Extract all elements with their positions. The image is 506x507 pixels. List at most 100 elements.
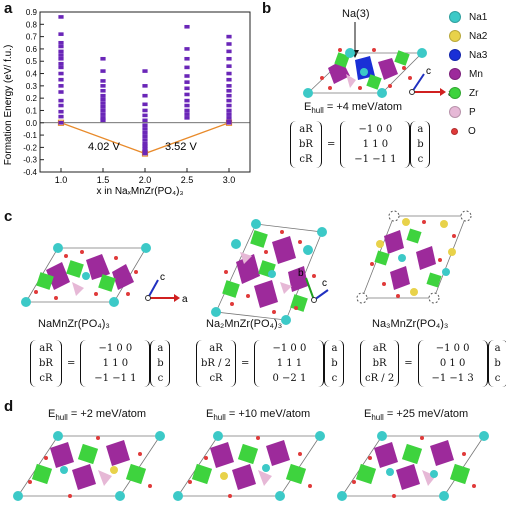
legend-label: Zr bbox=[469, 87, 479, 99]
data-point bbox=[58, 44, 64, 49]
data-point bbox=[100, 97, 106, 102]
data-point bbox=[226, 116, 232, 120]
legend-swatch bbox=[449, 87, 461, 99]
ehull-d3: Ehull = +25 meV/atom bbox=[364, 408, 469, 423]
data-point bbox=[184, 74, 190, 78]
y-tick-label: -0.3 bbox=[23, 156, 37, 165]
matrix-entry: aR bbox=[39, 342, 53, 354]
y-tick-label: -0.2 bbox=[23, 143, 37, 152]
legend-label: P bbox=[469, 106, 476, 118]
legend-item: Mn bbox=[449, 65, 483, 83]
x-tick-label: 2.0 bbox=[139, 175, 152, 185]
matrix-entry: 0 −2 1 bbox=[272, 372, 307, 384]
formula-c2: Na₂MnZr(PO₄)₃ bbox=[206, 318, 283, 330]
data-point bbox=[100, 108, 106, 113]
matrix-entry: b bbox=[494, 357, 501, 369]
data-point bbox=[226, 49, 232, 54]
voltage-label-1: 4.02 V bbox=[88, 141, 120, 153]
matrix-entry: 1 1 0 bbox=[362, 138, 389, 150]
data-point bbox=[142, 138, 148, 142]
data-point bbox=[226, 71, 232, 76]
y-tick-label: 0.1 bbox=[26, 106, 38, 115]
matrix-entry: bR bbox=[372, 357, 387, 369]
data-point bbox=[142, 69, 148, 73]
matrix-entry: b bbox=[417, 138, 424, 150]
panel-label-a: a bbox=[4, 0, 13, 17]
data-point bbox=[226, 120, 232, 125]
legend-label: Na1 bbox=[469, 11, 488, 23]
data-point bbox=[142, 151, 148, 156]
data-point bbox=[142, 108, 148, 113]
y-tick-label: 0.2 bbox=[26, 94, 38, 103]
data-point bbox=[100, 69, 106, 73]
data-point bbox=[142, 123, 148, 128]
data-point bbox=[58, 120, 64, 125]
data-point bbox=[100, 84, 106, 88]
data-point bbox=[184, 24, 190, 29]
matrix-entry: −1 0 0 bbox=[272, 342, 307, 354]
data-point bbox=[142, 146, 148, 151]
matrix-entry: c bbox=[494, 372, 501, 384]
data-point bbox=[142, 144, 148, 148]
data-point bbox=[58, 114, 64, 119]
data-point bbox=[100, 79, 106, 83]
ehull-b: Ehull = +4 meV/atom bbox=[304, 101, 403, 116]
data-point bbox=[226, 56, 232, 61]
data-point bbox=[58, 84, 64, 88]
matrix-entry: bR bbox=[39, 357, 53, 369]
data-point bbox=[184, 116, 190, 120]
legend-item: Zr bbox=[449, 84, 478, 102]
data-point bbox=[100, 101, 106, 105]
data-point bbox=[184, 103, 190, 108]
y-tick-label: 0.5 bbox=[26, 57, 38, 66]
data-point bbox=[226, 103, 232, 108]
matrix-entry: 1 1 1 bbox=[276, 357, 303, 369]
matrix-entry: −1 0 0 bbox=[435, 342, 470, 354]
matrix-entry: c bbox=[331, 372, 338, 384]
formula-c1: NaMnZr(PO₄)₃ bbox=[38, 318, 110, 330]
legend-item: Na2 bbox=[449, 27, 487, 45]
data-point bbox=[58, 53, 64, 57]
legend-swatch bbox=[451, 127, 458, 135]
legend-swatch bbox=[449, 49, 461, 61]
y-tick-label: -0.1 bbox=[23, 131, 37, 140]
panel-label-b: b bbox=[262, 0, 272, 17]
matrix-entry: cR bbox=[209, 372, 223, 384]
data-point bbox=[184, 86, 190, 91]
legend-item: P bbox=[449, 103, 476, 121]
matrix-entry: cR bbox=[299, 153, 313, 165]
x-axis-label: x in NaₓMnZr(PO₄)₃ bbox=[97, 186, 184, 197]
matrix-entry: 0 1 0 bbox=[439, 357, 466, 369]
y-tick-label: 0.3 bbox=[26, 82, 38, 91]
voltage-label-2: 3.52 V bbox=[165, 141, 197, 153]
data-point bbox=[58, 56, 64, 61]
matrix-entry: a bbox=[417, 123, 424, 135]
data-point bbox=[184, 98, 190, 103]
legend-swatch bbox=[449, 11, 461, 23]
y-tick-label: -0.4 bbox=[23, 168, 37, 177]
data-point bbox=[100, 118, 106, 123]
matrix-entry: −1 0 0 bbox=[358, 123, 393, 135]
chart-points bbox=[58, 15, 232, 156]
matrix-entry: bR bbox=[299, 138, 313, 150]
svg-text:c: c bbox=[322, 278, 327, 289]
y-tick-label: 0.0 bbox=[26, 119, 38, 128]
y-tick-label: 0.6 bbox=[26, 45, 38, 54]
legend-label: Na3 bbox=[469, 49, 488, 61]
data-point bbox=[184, 47, 190, 51]
data-point bbox=[184, 92, 190, 97]
data-point bbox=[226, 112, 232, 116]
data-point bbox=[226, 64, 232, 68]
data-point bbox=[184, 65, 190, 70]
panel-label-d: d bbox=[4, 398, 14, 415]
data-point bbox=[142, 141, 148, 146]
data-point bbox=[226, 34, 232, 39]
matrix-entry: c bbox=[417, 153, 424, 165]
crystal-structure-d2 bbox=[173, 431, 325, 501]
legend-item: O bbox=[449, 122, 476, 140]
axis-indicator-b: c a bbox=[409, 66, 454, 99]
matrix-entry: −1 −1 3 bbox=[431, 372, 474, 384]
legend-item: Na3 bbox=[449, 46, 487, 64]
